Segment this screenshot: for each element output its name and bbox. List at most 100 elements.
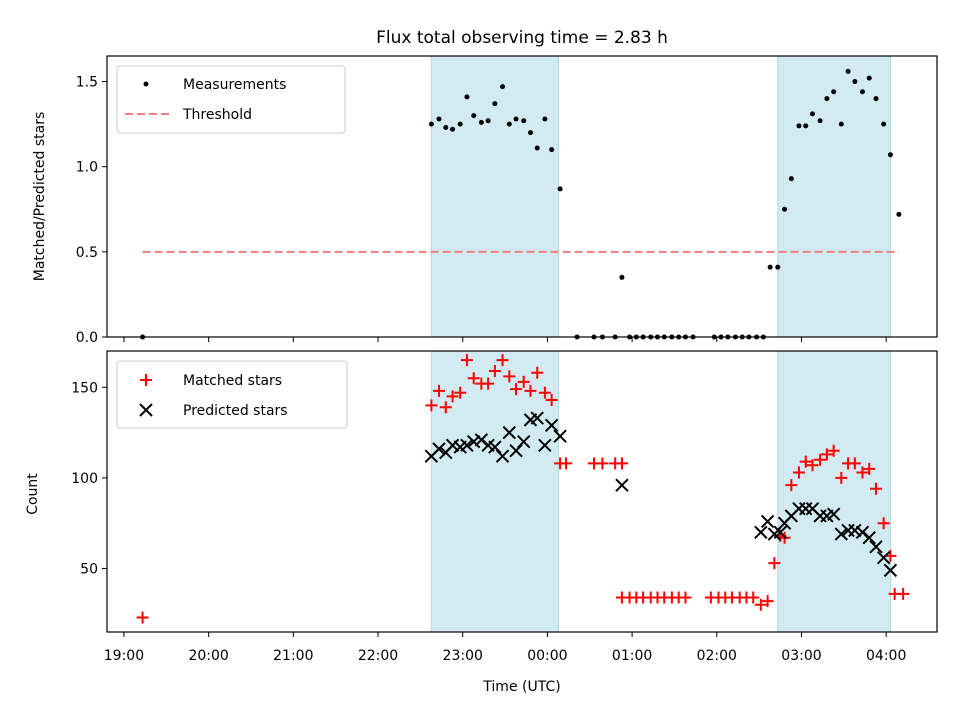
- measurement-point: [464, 94, 470, 100]
- measurement-point: [873, 96, 879, 102]
- matched-star-point: [761, 595, 774, 608]
- predicted-star-point: [432, 442, 446, 456]
- measurement-point: [436, 116, 442, 122]
- measurement-point: [803, 123, 809, 129]
- measurement-point: [881, 121, 887, 127]
- measurement-point: [887, 152, 893, 158]
- measurement-point: [810, 111, 815, 117]
- y-tick-label: 0.5: [76, 245, 98, 261]
- measurement-point: [896, 211, 902, 217]
- measurement-point: [775, 264, 781, 270]
- x-tick-label: 04:00: [866, 648, 906, 664]
- matched-star-point: [806, 459, 819, 472]
- matched-star-point: [460, 354, 473, 367]
- predicted-star-point: [516, 434, 531, 449]
- measurement-point: [796, 123, 802, 129]
- measurement-point: [428, 121, 434, 127]
- measurement-point: [542, 116, 548, 122]
- measurement-point: [500, 84, 506, 90]
- legend-threshold: Threshold: [182, 107, 252, 123]
- predicted-star-point: [862, 531, 876, 545]
- predicted-star-point: [760, 514, 775, 529]
- predicted-star-point: [530, 411, 544, 425]
- measurement-point: [527, 130, 533, 136]
- legend-predicted-stars: Predicted stars: [183, 403, 288, 419]
- measurement-point: [471, 113, 477, 119]
- matched-legend-marker: [140, 374, 152, 386]
- x-tick-label: 19:00: [104, 648, 144, 664]
- matched-star-point: [454, 386, 467, 399]
- observing-window: [777, 55, 891, 338]
- observing-window: [777, 350, 891, 633]
- measurement-point: [782, 206, 788, 212]
- matched-star-point: [615, 457, 628, 470]
- predicted-star-point: [544, 418, 559, 433]
- predicted-legend-marker: [139, 403, 153, 417]
- x-tick-label: 03:00: [781, 648, 821, 664]
- measurement-point: [534, 145, 540, 151]
- matched-star-point: [792, 466, 805, 479]
- measurement-point: [443, 125, 449, 131]
- y-tick-label: 1.5: [76, 75, 98, 91]
- x-tick-label: 00:00: [527, 648, 567, 664]
- matched-star-point: [136, 611, 149, 624]
- legend-measurements: Measurements: [183, 77, 286, 93]
- matched-star-point: [425, 399, 438, 412]
- measurement-point: [838, 121, 844, 127]
- matched-star-point: [510, 383, 523, 396]
- matched-star-point: [560, 457, 573, 470]
- measurements-legend-marker: [143, 81, 149, 87]
- y-tick-label: 0.0: [76, 330, 98, 346]
- predicted-star-point: [488, 440, 502, 454]
- legend-matched-stars: Matched stars: [183, 373, 282, 389]
- predicted-star-point: [869, 540, 883, 554]
- predicted-star-point: [553, 429, 567, 443]
- matched-star-point: [433, 384, 445, 397]
- matched-star-point: [496, 354, 509, 367]
- observing-window: [430, 55, 559, 338]
- x-tick-label: 23:00: [443, 648, 483, 664]
- matched-star-point: [799, 455, 812, 468]
- x-tick-label: 20:00: [188, 648, 228, 664]
- measurement-point: [845, 68, 851, 74]
- measurement-point: [788, 176, 794, 182]
- measurement-point: [859, 89, 865, 95]
- ratio-panel-frame: [106, 55, 938, 338]
- matched-star-point: [538, 386, 551, 399]
- matched-star-point: [785, 479, 798, 492]
- measurement-point: [521, 118, 527, 124]
- chart-title: Flux total observing time = 2.83 h: [376, 28, 668, 48]
- predicted-star-point: [754, 525, 768, 539]
- measurement-point: [831, 89, 837, 95]
- matched-star-point: [814, 453, 827, 466]
- count-panel-frame: [106, 350, 938, 633]
- matched-star-point: [747, 591, 760, 604]
- matched-star-point: [835, 471, 848, 484]
- predicted-star-point: [883, 563, 898, 578]
- matched-star-point: [848, 457, 861, 470]
- measurement-point: [457, 121, 463, 127]
- matched-star-point: [524, 384, 537, 397]
- measurement-point: [478, 119, 484, 125]
- measurement-point: [450, 126, 456, 132]
- measurement-point: [824, 96, 830, 102]
- matched-star-point: [467, 372, 480, 385]
- matched-star-point: [877, 517, 890, 530]
- x-tick-label: 21:00: [273, 648, 313, 664]
- count-panel-ylabel: Count: [25, 473, 41, 515]
- predicted-star-point: [876, 550, 891, 565]
- measurement-point: [852, 79, 858, 85]
- ratio-panel-ylabel: Matched/Predicted stars: [32, 112, 48, 282]
- matched-star-point: [503, 370, 516, 383]
- predicted-star-point: [495, 449, 510, 463]
- measurement-point: [513, 116, 519, 122]
- predicted-star-point: [445, 438, 460, 452]
- matched-star-point: [446, 390, 459, 403]
- x-tick-label: 22:00: [358, 648, 398, 664]
- matched-star-point: [827, 444, 840, 457]
- predicted-star-point: [848, 523, 862, 538]
- count-panel: 50 100 150 19:00 20:00 21:00 22:00 23:00 00:00 0…: [25, 350, 938, 664]
- measurement-point: [549, 147, 555, 153]
- y-tick-label: 150: [71, 380, 98, 396]
- ratio-panel: 0.0 0.5 1.0 1.5 Matched/Predicted stars Mea…: [32, 55, 938, 346]
